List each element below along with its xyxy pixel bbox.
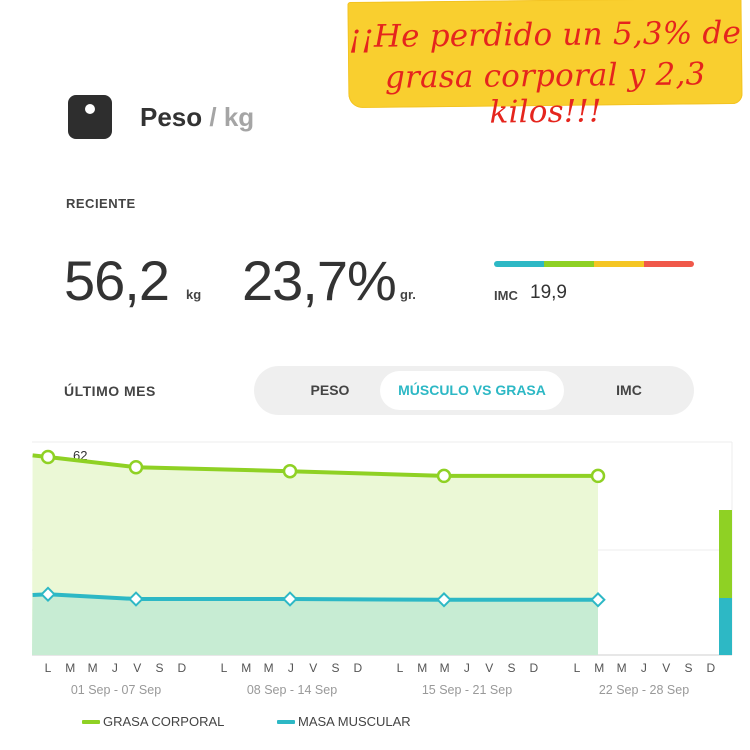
week-label: 01 Sep - 07 Sep bbox=[71, 683, 161, 697]
masa-point-5 bbox=[590, 591, 606, 608]
legend-label-grasa: GRASA CORPORAL bbox=[103, 714, 225, 729]
scale-icon bbox=[68, 95, 112, 139]
banner-line-2: grasa corporal y 2,3 kilos!!! bbox=[384, 56, 706, 131]
title-separator: / bbox=[202, 102, 224, 132]
day-label: D bbox=[177, 661, 186, 675]
title-main: Peso bbox=[140, 102, 203, 132]
imc-scale-segment-2 bbox=[544, 261, 594, 267]
day-label: M bbox=[88, 661, 98, 675]
day-label: S bbox=[155, 661, 163, 675]
day-label: S bbox=[507, 661, 515, 675]
banner-line-1: ¡¡He perdido un 5,3% de bbox=[348, 14, 742, 56]
day-label: M bbox=[264, 661, 274, 675]
day-label: J bbox=[641, 661, 647, 675]
grasa-point-4 bbox=[436, 468, 452, 484]
masa-point-4 bbox=[436, 591, 452, 608]
day-label: V bbox=[485, 661, 493, 675]
tab-peso[interactable]: PESO bbox=[310, 382, 350, 398]
imc-scale-segment-3 bbox=[594, 261, 644, 267]
weight-unit: kg bbox=[186, 287, 202, 302]
masa-muscular-side-bar bbox=[719, 598, 732, 655]
tab-imc[interactable]: IMC bbox=[616, 382, 642, 398]
day-label: V bbox=[309, 661, 317, 675]
imc-scale-segment-4 bbox=[644, 261, 694, 267]
day-label: J bbox=[288, 661, 294, 675]
day-label: S bbox=[331, 661, 339, 675]
grasa-corporal-side-bar bbox=[719, 510, 732, 598]
period-label: ÚLTIMO MES bbox=[64, 383, 156, 399]
grasa-point-2 bbox=[128, 459, 144, 475]
day-label: D bbox=[529, 661, 538, 675]
day-label: M bbox=[594, 661, 604, 675]
legend-swatch-grasa bbox=[82, 720, 100, 724]
weight-value: 56,2 bbox=[64, 249, 170, 312]
fat-unit: gr. bbox=[400, 287, 416, 302]
masa-muscular-area bbox=[32, 594, 598, 655]
day-label: M bbox=[617, 661, 627, 675]
week-label: 22 Sep - 28 Sep bbox=[599, 683, 689, 697]
day-label: D bbox=[353, 661, 362, 675]
day-label: M bbox=[241, 661, 251, 675]
imc-value: 19,9 bbox=[530, 282, 567, 303]
view-tabs: PESO MÚSCULO VS GRASA IMC bbox=[254, 366, 694, 415]
imc-label: IMC bbox=[494, 288, 518, 303]
masa-point-1 bbox=[40, 586, 56, 603]
title-unit: kg bbox=[223, 102, 255, 132]
annotation-banner: ¡¡He perdido un 5,3% de grasa corporal y… bbox=[347, 0, 743, 131]
tab-musculo-vs-grasa[interactable]: MÚSCULO VS GRASA bbox=[380, 371, 564, 410]
week-label: 08 Sep - 14 Sep bbox=[247, 683, 337, 697]
day-label: M bbox=[440, 661, 450, 675]
day-label: L bbox=[221, 661, 228, 675]
day-label: M bbox=[417, 661, 427, 675]
week-label: 15 Sep - 21 Sep bbox=[422, 683, 512, 697]
day-label: S bbox=[684, 661, 692, 675]
imc-scale-segment-1 bbox=[494, 261, 544, 267]
day-label: V bbox=[662, 661, 670, 675]
grasa-point-1 bbox=[40, 449, 56, 465]
day-label: L bbox=[397, 661, 404, 675]
day-label: L bbox=[45, 661, 52, 675]
day-label: J bbox=[464, 661, 470, 675]
day-label: J bbox=[112, 661, 118, 675]
legend-swatch-masa bbox=[277, 720, 295, 724]
fat-value: 23,7% bbox=[242, 249, 397, 312]
recent-label: RECIENTE bbox=[66, 196, 136, 211]
day-label: D bbox=[706, 661, 715, 675]
imc-scale-bar bbox=[494, 261, 694, 267]
day-label: L bbox=[574, 661, 581, 675]
day-label: M bbox=[65, 661, 75, 675]
masa-point-2 bbox=[128, 591, 144, 607]
page-title: Peso / kg bbox=[140, 102, 254, 133]
legend-label-masa: MASA MUSCULAR bbox=[298, 714, 411, 729]
grasa-point-5 bbox=[590, 468, 606, 484]
masa-point-3 bbox=[282, 591, 298, 607]
grasa-point-3 bbox=[282, 463, 298, 479]
day-label: V bbox=[133, 661, 141, 675]
